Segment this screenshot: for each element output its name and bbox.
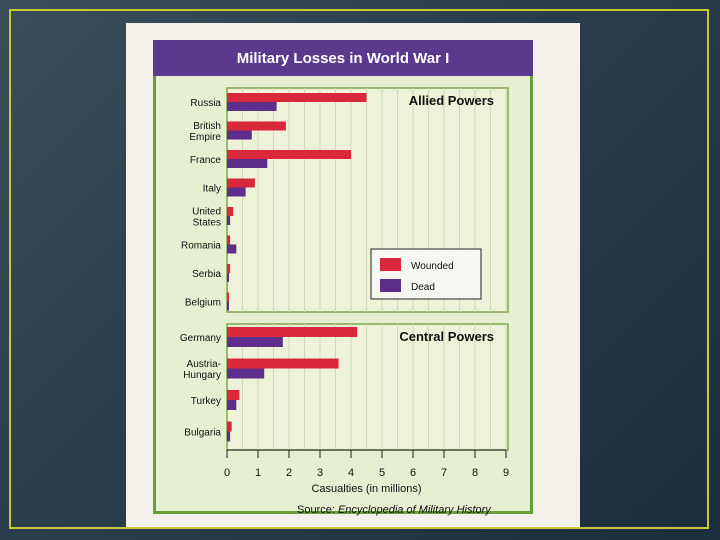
category-label-line: British: [193, 121, 221, 132]
bar-wounded: [227, 121, 286, 131]
category-label: Bulgaria: [184, 428, 221, 439]
category-label: Germany: [180, 333, 221, 344]
bar-wounded: [227, 390, 240, 400]
category-label-line: Serbia: [192, 269, 221, 280]
x-tick-label: 3: [317, 467, 323, 479]
x-tick-label: 1: [255, 467, 261, 479]
legend-label: Dead: [411, 282, 435, 293]
x-axis-label: Casualties (in millions): [311, 483, 421, 495]
category-label: Austria-Hungary: [183, 359, 221, 381]
category-label-line: Empire: [189, 132, 221, 143]
bar-dead: [227, 244, 237, 254]
bar-wounded: [227, 327, 358, 337]
bar-dead: [227, 301, 229, 311]
category-label-line: France: [190, 155, 222, 166]
bar-dead: [227, 273, 229, 282]
bar-dead: [227, 187, 246, 197]
category-label: France: [190, 155, 222, 166]
bar-wounded: [227, 264, 231, 273]
category-label-line: Austria-: [187, 359, 221, 370]
category-label-line: Hungary: [183, 370, 221, 381]
chart-title: Military Losses in World War I: [236, 49, 450, 67]
category-label-line: Bulgaria: [184, 428, 221, 439]
bar-wounded: [227, 93, 367, 102]
category-label: Serbia: [192, 269, 221, 280]
source-prefix: Source:: [297, 504, 338, 516]
category-label: British Empire: [189, 121, 221, 143]
title-banner: Military Losses in World War I: [153, 40, 533, 76]
bar-wounded: [227, 421, 232, 432]
category-label: United States: [192, 207, 221, 229]
x-tick-label: 7: [441, 467, 447, 479]
legend-label: Wounded: [411, 261, 454, 272]
bar-dead: [227, 159, 268, 168]
category-label: Belgium: [185, 298, 221, 309]
category-label-line: Italy: [203, 184, 221, 195]
category-label-line: Russia: [190, 98, 221, 109]
x-tick-label: 5: [379, 467, 385, 479]
category-label-line: Belgium: [185, 298, 221, 309]
x-tick-label: 9: [503, 467, 509, 479]
x-tick-label: 2: [286, 467, 292, 479]
source-title: Encyclopedia of Military History: [337, 504, 491, 516]
bar-dead: [227, 400, 237, 410]
category-label-line: United: [192, 207, 221, 218]
bar-wounded: [227, 358, 339, 369]
category-label: Turkey: [191, 396, 221, 407]
category-label-line: States: [193, 218, 221, 229]
bar-wounded: [227, 292, 229, 302]
x-tick-label: 6: [410, 467, 416, 479]
legend-swatch: [380, 258, 401, 271]
bar-wounded: [227, 150, 351, 159]
legend-swatch: [380, 279, 401, 292]
x-tick-label: 4: [348, 467, 354, 479]
bar-dead: [227, 337, 283, 347]
bar-wounded: [227, 178, 255, 188]
category-label: Italy: [203, 184, 221, 195]
bar-dead: [227, 102, 277, 111]
bar-wounded: [227, 207, 234, 216]
category-label-line: Romania: [181, 241, 221, 252]
bar-dead: [227, 216, 231, 225]
bar-dead: [227, 368, 265, 379]
x-tick-label: 8: [472, 467, 478, 479]
bar-dead: [227, 130, 252, 140]
category-label: Romania: [181, 241, 221, 252]
x-tick-label: 0: [224, 467, 230, 479]
bar-dead: [227, 431, 231, 442]
source-note: Source: Encyclopedia of Military History: [297, 504, 491, 516]
category-label-line: Turkey: [191, 396, 221, 407]
panel-title: Central Powers: [399, 329, 494, 344]
category-label: Russia: [190, 98, 221, 109]
panel-title: Allied Powers: [409, 93, 494, 108]
category-label-line: Germany: [180, 333, 221, 344]
slide-frame: [9, 9, 709, 529]
bar-wounded: [227, 235, 231, 245]
